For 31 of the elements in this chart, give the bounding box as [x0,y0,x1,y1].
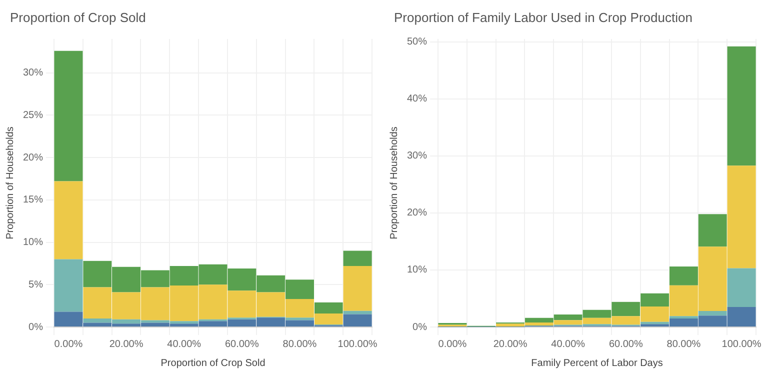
x-tick-label: 100.00% [338,338,378,350]
x-tick-label: 60.00% [224,338,259,350]
x-tick-label: 100.00% [722,338,762,350]
y-tick-label: 20% [407,208,428,219]
x-tick-label: 0.00% [438,338,467,350]
y-tick-label: 30% [407,150,428,162]
x-tick-label: 40.00% [167,338,202,350]
y-tick-label: 20% [23,152,44,164]
x-tick-label: 60.00% [608,338,643,350]
y-tick-label: 10% [407,264,428,276]
x-axis-title: Family Percent of Labor Days [531,358,663,369]
x-tick-label: 20.00% [493,338,528,350]
y-tick-label: 25% [23,110,44,121]
y-tick-label: 5% [28,279,44,290]
chart-title: Proportion of Family Labor Used in Crop Production [394,10,692,25]
y-axis-title: Proportion of Households [388,126,400,240]
chart-title: Proportion of Crop Sold [10,10,146,25]
x-tick-label: 80.00% [282,338,317,350]
x-tick-label: 20.00% [109,338,144,350]
y-tick-label: 10% [23,237,44,248]
x-tick-label: 0.00% [54,338,83,350]
x-tick-label: 80.00% [666,338,701,350]
y-axis-title: Proportion of Households [4,126,16,240]
y-tick-label: 40% [407,94,428,105]
x-axis-title: Proportion of Crop Sold [160,358,266,369]
y-tick-label: 30% [23,68,44,79]
y-tick-label: 15% [23,194,44,206]
y-tick-label: 0% [28,322,44,333]
y-tick-label: 50% [407,36,428,48]
x-tick-label: 40.00% [551,338,586,350]
y-tick-label: 0% [412,322,428,333]
